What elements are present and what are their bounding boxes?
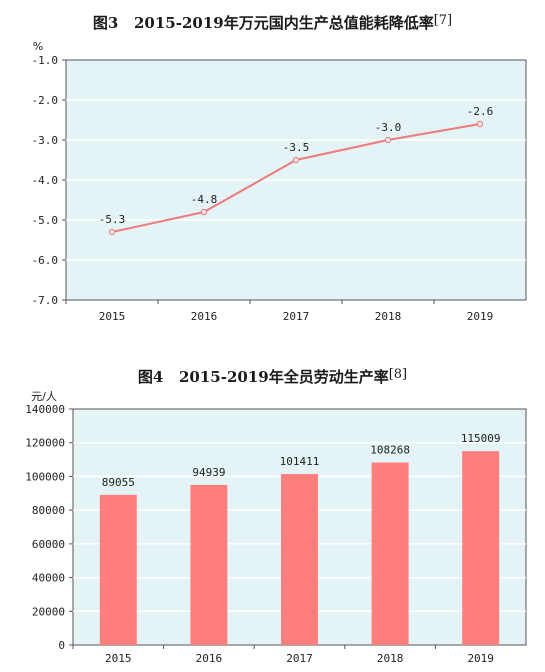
y-tick-label: -6.0 [32, 254, 59, 267]
title-text: 2015-2019年全员劳动生产率 [178, 368, 389, 386]
y-tick-label: 120000 [25, 437, 65, 450]
y-axis-unit: 元/人 [31, 390, 57, 403]
bar [462, 451, 500, 645]
data-point [292, 156, 300, 164]
y-tick-label: 20000 [32, 605, 65, 618]
data-label: 108268 [370, 443, 410, 456]
data-label: 115009 [461, 432, 501, 445]
line-chart-energy: -1.0 -2.0 -3.0 -4.0 -5.0 -6.0 -7.0% 2015 2016 201… [32, 40, 527, 323]
data-label: -3.0 [375, 121, 402, 134]
data-label: 89055 [102, 476, 135, 489]
x-tick-label: 2017 [286, 652, 313, 665]
y-tick-label: 80000 [32, 504, 65, 517]
data-label: -3.5 [283, 141, 310, 154]
x-tick-label: 2019 [467, 652, 494, 665]
bar [371, 462, 409, 645]
bar [281, 474, 318, 645]
data-point [200, 208, 208, 216]
x-tick-label: 2015 [99, 310, 126, 323]
data-point [384, 136, 392, 144]
y-tick-label: -7.0 [32, 294, 59, 307]
bar [190, 484, 228, 645]
data-label: -5.3 [99, 213, 126, 226]
data-label: -4.8 [191, 193, 218, 206]
figure-number: 图3 [92, 14, 119, 32]
y-tick-label: -3.0 [32, 134, 59, 147]
y-tick-label: 0 [58, 639, 65, 652]
figure-number: 图4 [137, 368, 164, 386]
data-point [476, 120, 484, 128]
chart-title-productivity: 图4 2015-2019年全员劳动生产率[8] [0, 366, 545, 387]
title-text: 2015-2019年万元国内生产总值能耗降低率 [133, 14, 434, 32]
y-tick-label: 100000 [25, 470, 65, 483]
x-tick-label: 2018 [375, 310, 402, 323]
x-tick-label: 2016 [196, 652, 223, 665]
x-tick-label: 2018 [377, 652, 404, 665]
y-tick-label: -2.0 [32, 94, 59, 107]
bar [99, 494, 137, 645]
chart-title-energy: 图3 2015-2019年万元国内生产总值能耗降低率[7] [0, 12, 545, 33]
y-tick-label: 60000 [32, 538, 65, 551]
x-tick-label: 2019 [467, 310, 494, 323]
footnote-ref[interactable]: [8] [388, 367, 408, 382]
data-label: -2.6 [467, 105, 494, 118]
data-label: 101411 [280, 455, 320, 468]
x-tick-label: 2017 [283, 310, 310, 323]
data-point [108, 228, 116, 236]
y-tick-label: -1.0 [32, 54, 59, 67]
y-tick-label: 140000 [25, 403, 65, 416]
y-tick-label: 40000 [32, 572, 65, 585]
x-tick-label: 2016 [191, 310, 218, 323]
y-axis-unit: % [33, 40, 43, 53]
y-tick-label: -5.0 [32, 214, 59, 227]
x-tick-label: 2015 [105, 652, 132, 665]
footnote-ref[interactable]: [7] [433, 13, 453, 28]
data-label: 94939 [192, 466, 225, 479]
y-tick-label: -4.0 [32, 174, 59, 187]
